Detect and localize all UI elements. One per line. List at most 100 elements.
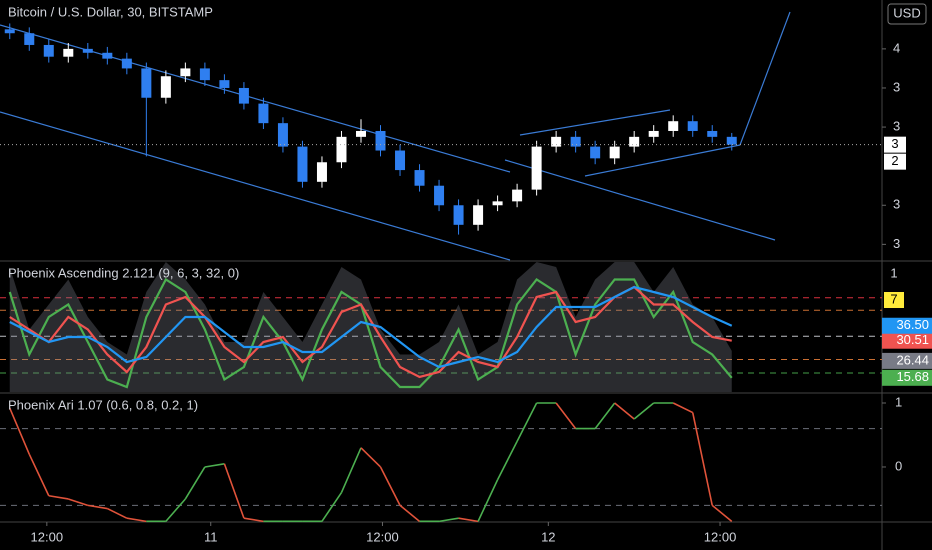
candle-body: [121, 58, 132, 69]
candle-body: [726, 136, 737, 145]
value-label: 36.50: [896, 317, 929, 332]
oscillator-segment: [633, 402, 655, 420]
oscillator-segment: [477, 479, 499, 522]
candle-body: [82, 48, 93, 53]
oscillator-segment: [28, 453, 50, 497]
value-label-box: [882, 369, 932, 386]
oscillator-segment: [438, 517, 459, 523]
candle-body: [629, 136, 640, 147]
candle-body: [4, 29, 15, 34]
candle-body: [551, 136, 562, 147]
value-label-box: [882, 317, 932, 334]
x-tick-label: 12:00: [366, 529, 399, 544]
oscillator-segment: [68, 498, 89, 507]
y-tick-label: 3: [893, 79, 900, 94]
candle-body: [258, 103, 269, 124]
oscillator-segment: [243, 517, 264, 523]
candle-body: [219, 80, 230, 88]
candle-body: [180, 68, 191, 77]
candle-body: [238, 87, 249, 104]
oscillator-segment: [184, 466, 206, 500]
oscillator-segment: [458, 517, 479, 523]
candle-body: [590, 146, 601, 159]
price-label: 2: [891, 153, 898, 168]
x-tick-label: 12:00: [704, 529, 737, 544]
oscillator-segment: [379, 466, 401, 506]
area: [9, 262, 732, 392]
level-label-box: [884, 292, 904, 308]
oscillator-segment: [106, 507, 128, 519]
level-label: 7: [890, 291, 897, 306]
trend-line: [0, 111, 511, 261]
candle-body: [414, 170, 425, 186]
candle-body: [24, 33, 35, 45]
candle-body: [668, 121, 679, 131]
trend-line: [739, 11, 791, 146]
candle-body: [141, 68, 152, 98]
trend-line: [584, 144, 741, 177]
currency[interactable]: USD: [893, 5, 920, 20]
trend-line: [504, 159, 776, 241]
y-tick-label: 1: [895, 394, 902, 409]
value-label: 26.44: [896, 352, 929, 367]
candle-body: [609, 146, 620, 159]
candle-body: [395, 150, 406, 171]
candle-body: [473, 205, 484, 225]
candle-body: [316, 162, 327, 182]
candle-body: [648, 130, 659, 137]
currency-button[interactable]: [887, 3, 927, 25]
oscillator-segment: [691, 412, 714, 506]
y-tick-label: 3: [893, 236, 900, 251]
price-label-box: [884, 136, 906, 153]
series-line: [9, 285, 733, 369]
candle-body: [707, 130, 718, 137]
x-tick-label: 11: [204, 529, 218, 544]
candle-body: [434, 185, 445, 206]
oscillator-segment: [9, 407, 31, 455]
candle-body: [453, 205, 464, 225]
chart-title: Bitcoin / U.S. Dollar, 30, BITSTAMP: [8, 4, 213, 19]
indicator-title: Phoenix Ascending 2.121 (9, 6, 3, 32, 0): [8, 265, 239, 280]
candle-body: [355, 130, 366, 137]
candle-body: [277, 123, 288, 147]
candle-body: [297, 146, 308, 182]
value-label: 15.68: [896, 369, 929, 384]
x-tick-label: 12: [541, 529, 555, 544]
x-tick-label: 12:00: [31, 529, 64, 544]
oscillator-segment: [321, 492, 343, 522]
level-label: 1: [890, 265, 897, 280]
oscillator-segment: [516, 402, 538, 442]
candle-body: [102, 52, 113, 59]
oscillator-segment: [340, 447, 362, 493]
candle-body: [375, 130, 386, 151]
oscillator-segment: [672, 402, 694, 414]
oscillator-segment: [165, 498, 186, 522]
candle-body: [43, 44, 54, 57]
oscillator-segment: [48, 494, 69, 500]
oscillator-segment: [594, 402, 616, 430]
value-label-box: [882, 332, 932, 349]
series-line: [8, 277, 733, 389]
y-tick-label: 4: [893, 40, 900, 55]
oscillator-segment: [223, 463, 245, 519]
oscillator-segment: [614, 402, 635, 420]
y-tick-label: 3: [893, 197, 900, 212]
oscillator-segment: [87, 504, 108, 510]
candle-body: [199, 68, 210, 81]
price-label-box: [884, 153, 906, 170]
oscillator-segment: [360, 447, 382, 468]
drawings: [0, 11, 791, 261]
candle-body: [160, 76, 171, 98]
candle-body: [336, 136, 347, 163]
oscillator-segment: [399, 504, 421, 522]
value-label: 30.51: [896, 332, 929, 347]
indicator-title: Phoenix Ari 1.07 (0.6, 0.8, 0.2, 1): [8, 397, 198, 412]
oscillator-segment: [204, 462, 225, 468]
y-tick-label: 0: [895, 458, 902, 473]
y-tick-label: 3: [893, 119, 900, 134]
price-label: 3: [891, 136, 898, 151]
oscillator-segment: [711, 504, 733, 522]
oscillator-segment: [126, 517, 147, 523]
trend-line: [519, 109, 671, 136]
